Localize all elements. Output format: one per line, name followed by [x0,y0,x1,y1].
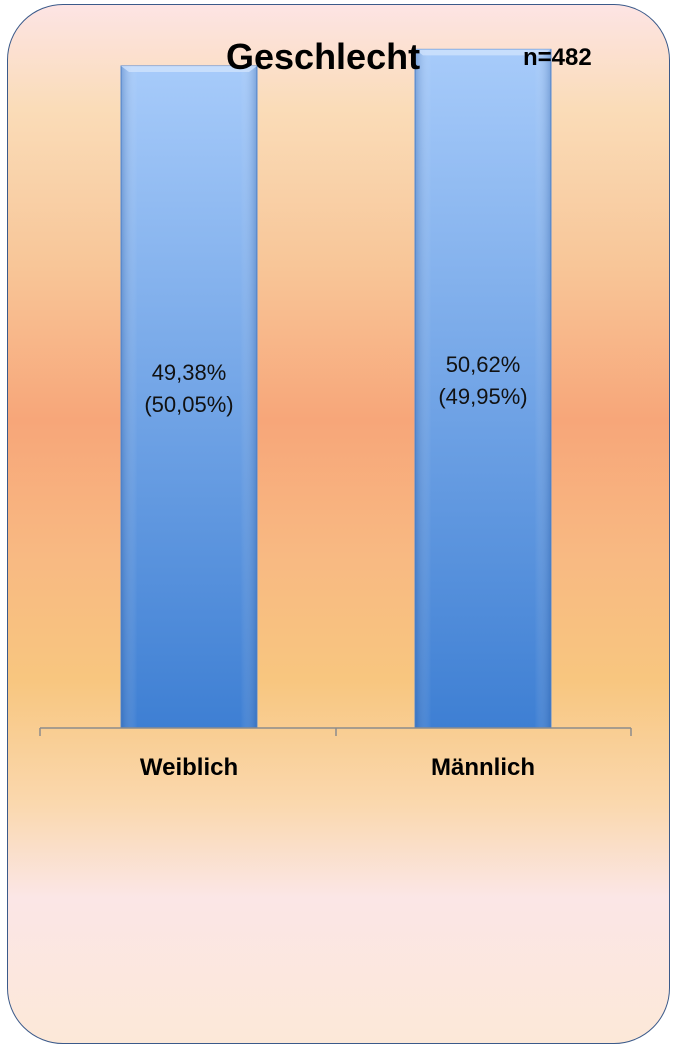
chart-frame [7,4,670,1044]
bar-bevel-weiblich [121,65,257,72]
data-label-maennlich: 50,62% (49,95%) [438,351,528,409]
category-label-maennlich: Männlich [430,754,535,781]
x-axis [39,727,632,736]
data-label-weiblich: 49,38% (50,05%) [144,359,234,417]
category-label-weiblich: Weiblich [139,754,239,781]
bar-shading-weiblich [121,65,257,729]
sample-size-label: n=482 [523,44,592,71]
bar-shading-maennlich [415,49,551,728]
chart-title: Geschlecht [226,36,421,77]
bar-bevel-maennlich [415,49,551,56]
